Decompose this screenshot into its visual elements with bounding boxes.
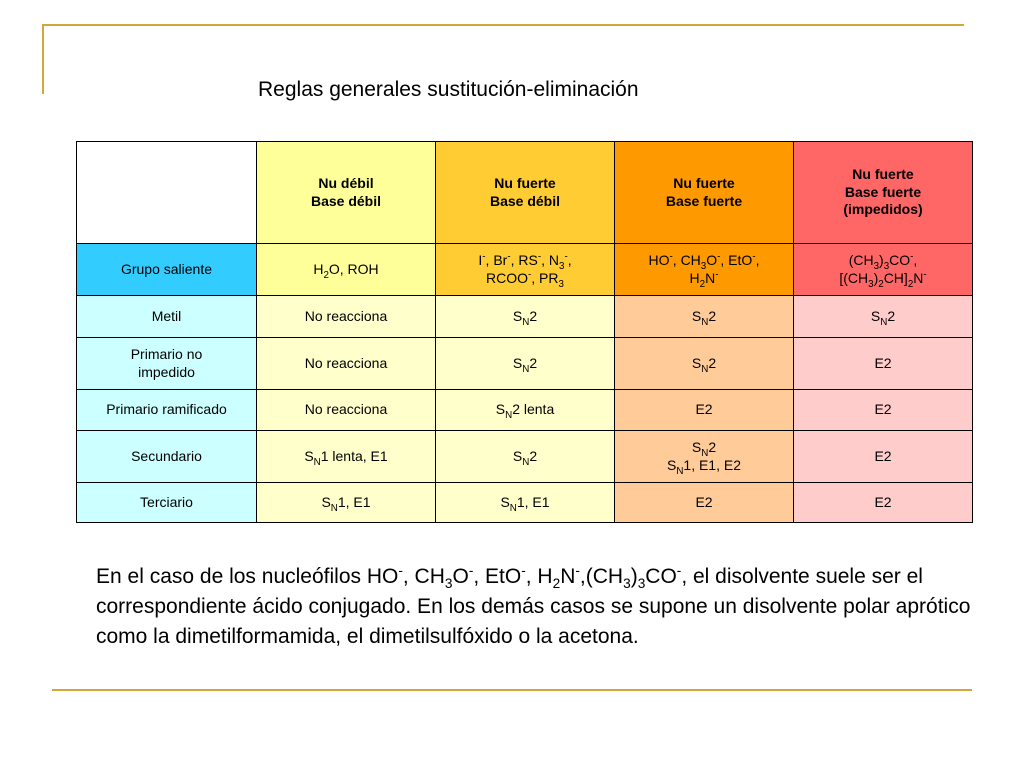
cell-grupo-saliente-3: HO-, CH3O-, EtO-, H2N- (614, 243, 794, 296)
table-row: Metil No reacciona SN2 SN2 SN2 (76, 295, 973, 338)
solvent-note-paragraph: En el caso de los nucleófilos HO-, CH3O-… (96, 563, 971, 648)
table-row: Grupo saliente H2O, ROH I-, Br-, RS-, N3… (76, 243, 973, 296)
cell-primario-no-impedido-4: E2 (793, 337, 973, 390)
slide-title: Reglas generales sustitución-eliminación (258, 78, 639, 101)
cell-primario-ramificado-1: No reacciona (256, 389, 436, 431)
cell-metil-3: SN2 (614, 295, 794, 338)
cell-terciario-2: SN1, E1 (435, 482, 615, 523)
cell-primario-ramificado-3: E2 (614, 389, 794, 431)
decorative-left-line (42, 24, 44, 94)
cell-primario-ramificado-4: E2 (793, 389, 973, 431)
cell-terciario-4: E2 (793, 482, 973, 523)
row-label-metil: Metil (76, 295, 257, 338)
rules-table: Nu débil Base débil Nu fuerte Base débil N… (76, 141, 973, 523)
cell-secundario-4: E2 (793, 430, 973, 483)
decorative-top-line (42, 24, 964, 26)
corner-cell (76, 141, 257, 244)
header-nu-fuerte-base-fuerte: Nu fuerte Base fuerte (614, 141, 794, 244)
row-label-primario-ramificado: Primario ramificado (76, 389, 257, 431)
cell-secundario-3: SN2 SN1, E1, E2 (614, 430, 794, 483)
cell-metil-2: SN2 (435, 295, 615, 338)
row-label-primario-no-impedido: Primario no impedido (76, 337, 257, 390)
cell-terciario-3: E2 (614, 482, 794, 523)
header-nu-fuerte-base-debil: Nu fuerte Base débil (435, 141, 615, 244)
cell-metil-4: SN2 (793, 295, 973, 338)
cell-grupo-saliente-2: I-, Br-, RS-, N3-, RCOO-, PR3 (435, 243, 615, 296)
table-row: Terciario SN1, E1 SN1, E1 E2 E2 (76, 482, 973, 523)
header-row: Nu débil Base débil Nu fuerte Base débil N… (76, 141, 973, 244)
table-row: Primario ramificado No reacciona SN2 len… (76, 389, 973, 431)
header-nu-debil-base-debil: Nu débil Base débil (256, 141, 436, 244)
decorative-bottom-line (52, 689, 972, 691)
cell-secundario-1: SN1 lenta, E1 (256, 430, 436, 483)
row-label-secundario: Secundario (76, 430, 257, 483)
table-row: Primario no impedido No reacciona SN2 SN2… (76, 337, 973, 390)
cell-metil-1: No reacciona (256, 295, 436, 338)
cell-primario-no-impedido-1: No reacciona (256, 337, 436, 390)
row-label-terciario: Terciario (76, 482, 257, 523)
cell-secundario-2: SN2 (435, 430, 615, 483)
cell-grupo-saliente-4: (CH3)3CO-, [(CH3)2CH]2N- (793, 243, 973, 296)
row-label-grupo-saliente: Grupo saliente (76, 243, 257, 296)
cell-terciario-1: SN1, E1 (256, 482, 436, 523)
cell-primario-no-impedido-2: SN2 (435, 337, 615, 390)
header-nu-fuerte-base-fuerte-impedidos: Nu fuerte Base fuerte (impedidos) (793, 141, 973, 244)
table-row: Secundario SN1 lenta, E1 SN2 SN2 SN1, E1,… (76, 430, 973, 483)
cell-grupo-saliente-1: H2O, ROH (256, 243, 436, 296)
cell-primario-no-impedido-3: SN2 (614, 337, 794, 390)
cell-primario-ramificado-2: SN2 lenta (435, 389, 615, 431)
